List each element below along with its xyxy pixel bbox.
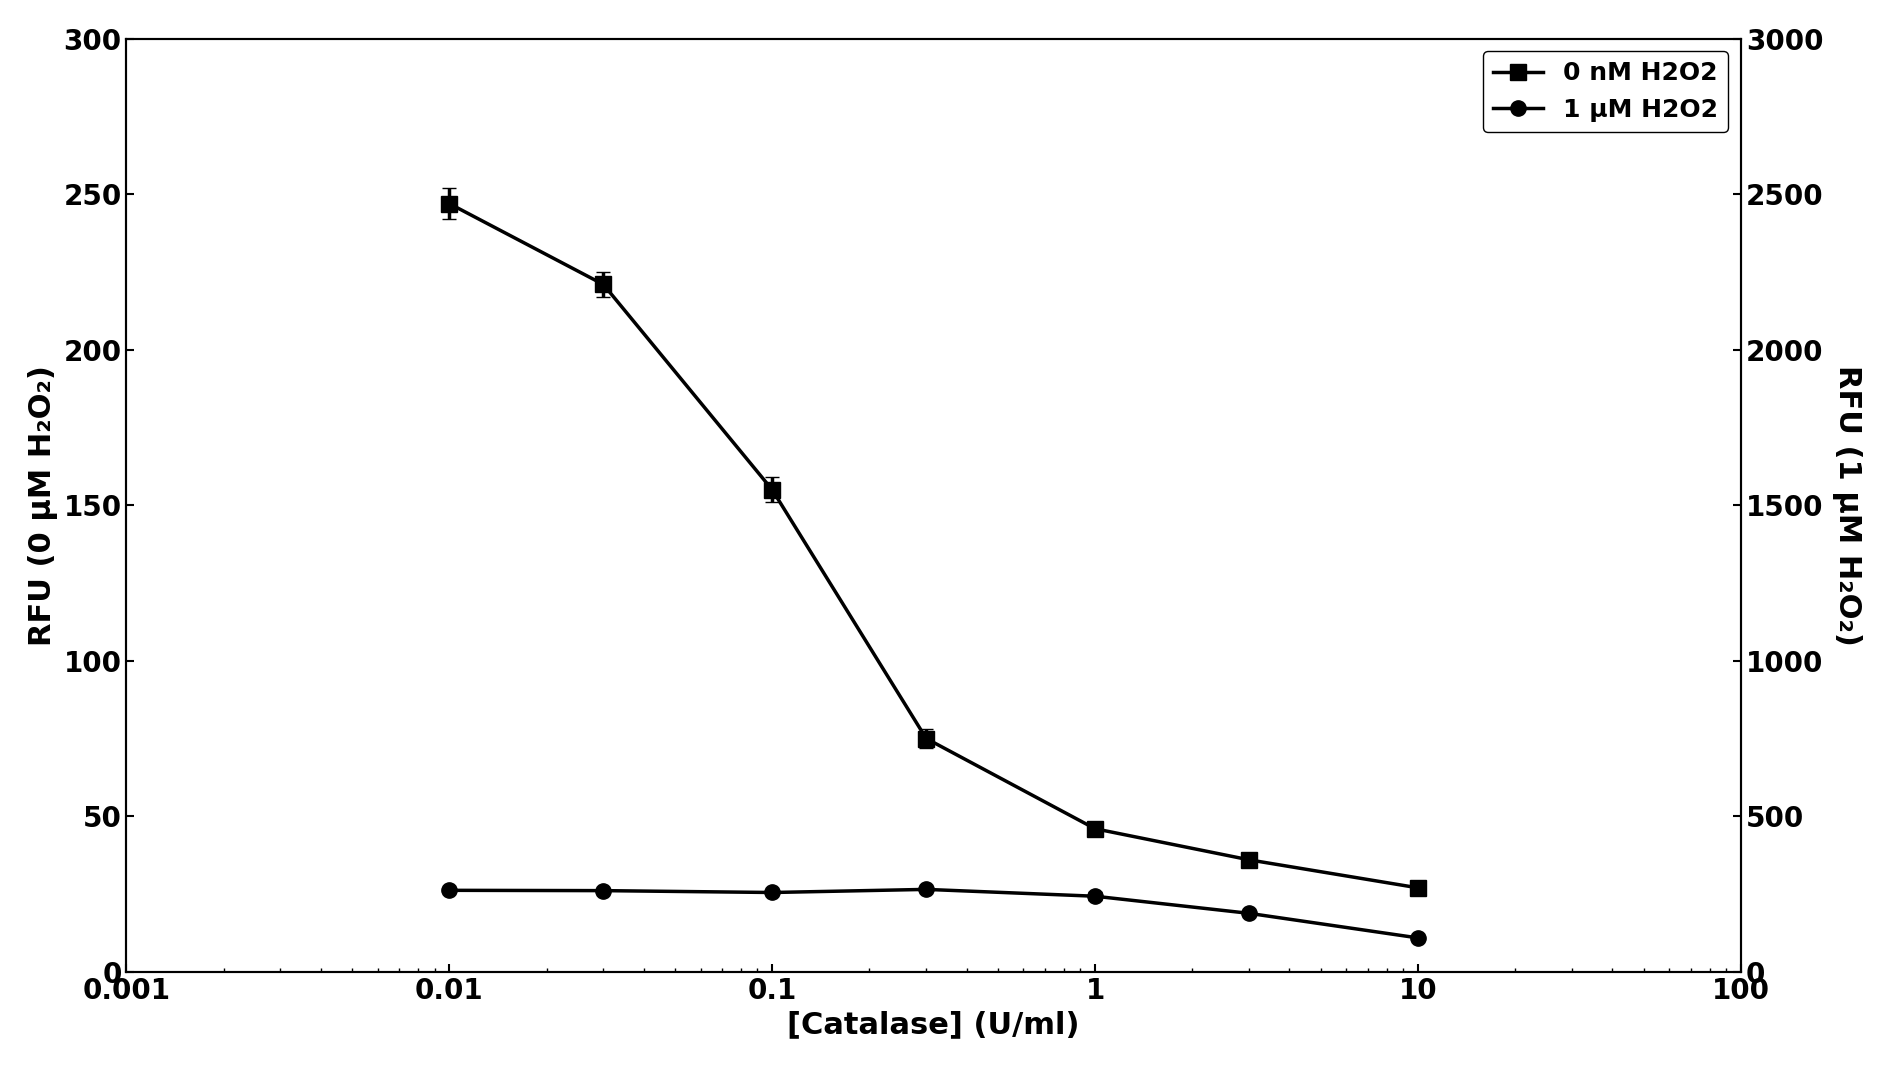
X-axis label: [Catalase] (U/ml): [Catalase] (U/ml) bbox=[788, 1010, 1079, 1039]
0 nM H2O2 bbox=[1405, 881, 1428, 894]
1 μM H2O2 bbox=[761, 886, 784, 898]
Legend: 0 nM H2O2, 1 μM H2O2: 0 nM H2O2, 1 μM H2O2 bbox=[1483, 51, 1727, 132]
1 μM H2O2 bbox=[1082, 890, 1105, 903]
0 nM H2O2 bbox=[1237, 854, 1260, 866]
1 μM H2O2 bbox=[438, 883, 461, 896]
Line: 1 μM H2O2: 1 μM H2O2 bbox=[442, 881, 1424, 945]
0 nM H2O2 bbox=[591, 278, 614, 291]
1 μM H2O2 bbox=[1405, 931, 1428, 944]
0 nM H2O2 bbox=[914, 732, 937, 745]
1 μM H2O2 bbox=[1237, 907, 1260, 920]
1 μM H2O2 bbox=[914, 883, 937, 896]
0 nM H2O2 bbox=[438, 197, 461, 210]
0 nM H2O2 bbox=[1082, 823, 1105, 835]
Y-axis label: RFU (0 μM H₂O₂): RFU (0 μM H₂O₂) bbox=[28, 365, 59, 646]
Line: 0 nM H2O2: 0 nM H2O2 bbox=[442, 196, 1424, 895]
1 μM H2O2 bbox=[591, 885, 614, 897]
0 nM H2O2 bbox=[761, 483, 784, 496]
Y-axis label: RFU (1 μM H₂O₂): RFU (1 μM H₂O₂) bbox=[1830, 365, 1861, 646]
